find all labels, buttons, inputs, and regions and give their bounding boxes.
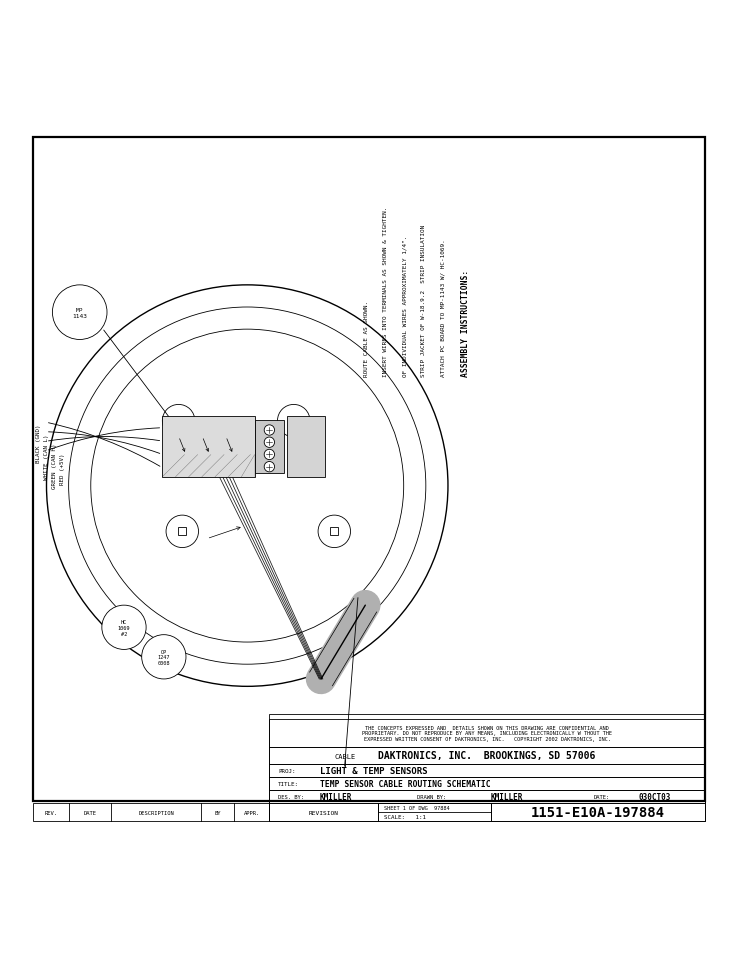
Circle shape xyxy=(69,308,426,664)
Bar xyxy=(162,416,255,477)
Text: ROUTE CABLE AS SHOWN.: ROUTE CABLE AS SHOWN. xyxy=(364,301,369,377)
Text: THE CONCEPTS EXPRESSED AND  DETAILS SHOWN ON THIS DRAWING ARE CONFIDENTIAL AND
P: THE CONCEPTS EXPRESSED AND DETAILS SHOWN… xyxy=(362,725,612,741)
Text: DATE:: DATE: xyxy=(594,794,610,800)
Circle shape xyxy=(162,405,195,437)
Text: PROJ:: PROJ: xyxy=(278,768,296,773)
Text: DATE: DATE xyxy=(83,810,97,815)
Text: DES. BY:: DES. BY: xyxy=(278,794,304,800)
Bar xyxy=(33,802,269,821)
Text: ATTACH PC BOARD TO MP-1143 W/ HC-1069.: ATTACH PC BOARD TO MP-1143 W/ HC-1069. xyxy=(441,239,446,377)
Text: WHITE (CAN L): WHITE (CAN L) xyxy=(44,434,49,479)
Bar xyxy=(331,528,338,536)
Circle shape xyxy=(264,462,275,473)
Circle shape xyxy=(264,425,275,436)
Text: KMILLER: KMILLER xyxy=(491,792,523,801)
Text: DESCRIPTION: DESCRIPTION xyxy=(138,810,174,815)
Text: KMILLER: KMILLER xyxy=(320,792,352,801)
Text: OF INDIVIDUAL WIRES APPROXIMATELY 1/4".: OF INDIVIDUAL WIRES APPROXIMATELY 1/4". xyxy=(402,235,407,377)
Circle shape xyxy=(46,286,448,686)
Text: BY: BY xyxy=(214,810,221,815)
Text: TITLE:: TITLE: xyxy=(278,781,299,786)
Bar xyxy=(289,417,298,425)
Bar xyxy=(33,137,705,801)
Text: LIGHT & TEMP SENSORS: LIGHT & TEMP SENSORS xyxy=(320,766,427,775)
Circle shape xyxy=(52,286,107,340)
Bar xyxy=(269,802,378,821)
Text: 1151-E10A-197884: 1151-E10A-197884 xyxy=(531,805,665,820)
Bar xyxy=(269,763,705,777)
Bar xyxy=(492,802,705,821)
Text: DAKTRONICS, INC.  BROOKINGS, SD 57006: DAKTRONICS, INC. BROOKINGS, SD 57006 xyxy=(379,751,596,760)
Text: MP
1143: MP 1143 xyxy=(72,308,87,318)
Bar xyxy=(269,791,705,802)
Circle shape xyxy=(142,635,186,679)
Bar xyxy=(269,719,705,747)
Text: HC
1069
#2: HC 1069 #2 xyxy=(118,619,130,636)
Bar xyxy=(269,777,705,791)
Circle shape xyxy=(166,516,199,548)
Text: INSERT WIRES INTO TERMINALS AS SHOWN & TIGHTEN.: INSERT WIRES INTO TERMINALS AS SHOWN & T… xyxy=(383,207,388,377)
Text: OP
1247
0008: OP 1247 0008 xyxy=(158,649,170,665)
Text: STRIP JACKET OF W-18.9.2  STRIP INSULATION: STRIP JACKET OF W-18.9.2 STRIP INSULATIO… xyxy=(421,225,427,377)
Bar xyxy=(378,802,492,821)
Bar xyxy=(255,420,284,474)
Bar xyxy=(269,715,705,821)
Text: APPR.: APPR. xyxy=(244,810,260,815)
Bar xyxy=(175,417,183,425)
Text: REV.: REV. xyxy=(44,810,58,815)
Circle shape xyxy=(91,330,404,642)
Bar xyxy=(179,528,186,536)
Text: SCALE:   1:1: SCALE: 1:1 xyxy=(384,815,426,820)
Circle shape xyxy=(264,437,275,448)
Bar xyxy=(378,802,492,812)
Text: RED (+5V): RED (+5V) xyxy=(61,453,65,484)
Text: CABLE: CABLE xyxy=(334,753,355,759)
Text: 030CT03: 030CT03 xyxy=(638,792,671,801)
Text: GREEN (CAN H): GREEN (CAN H) xyxy=(52,443,57,489)
Text: REVISION: REVISION xyxy=(308,810,339,815)
Bar xyxy=(269,747,705,763)
Text: TEMP SENSOR CABLE ROUTING SCHEMATIC: TEMP SENSOR CABLE ROUTING SCHEMATIC xyxy=(320,780,490,788)
Text: SHEET 1 OF DWG  97884: SHEET 1 OF DWG 97884 xyxy=(384,805,449,810)
Circle shape xyxy=(318,516,351,548)
Circle shape xyxy=(264,450,275,460)
Bar xyxy=(287,416,325,477)
Text: DRAWN BY:: DRAWN BY: xyxy=(417,794,446,800)
Circle shape xyxy=(277,405,310,437)
Circle shape xyxy=(102,605,146,650)
Text: ASSEMBLY INSTRUCTIONS:: ASSEMBLY INSTRUCTIONS: xyxy=(461,270,470,377)
Text: BLACK (GND): BLACK (GND) xyxy=(36,424,41,462)
